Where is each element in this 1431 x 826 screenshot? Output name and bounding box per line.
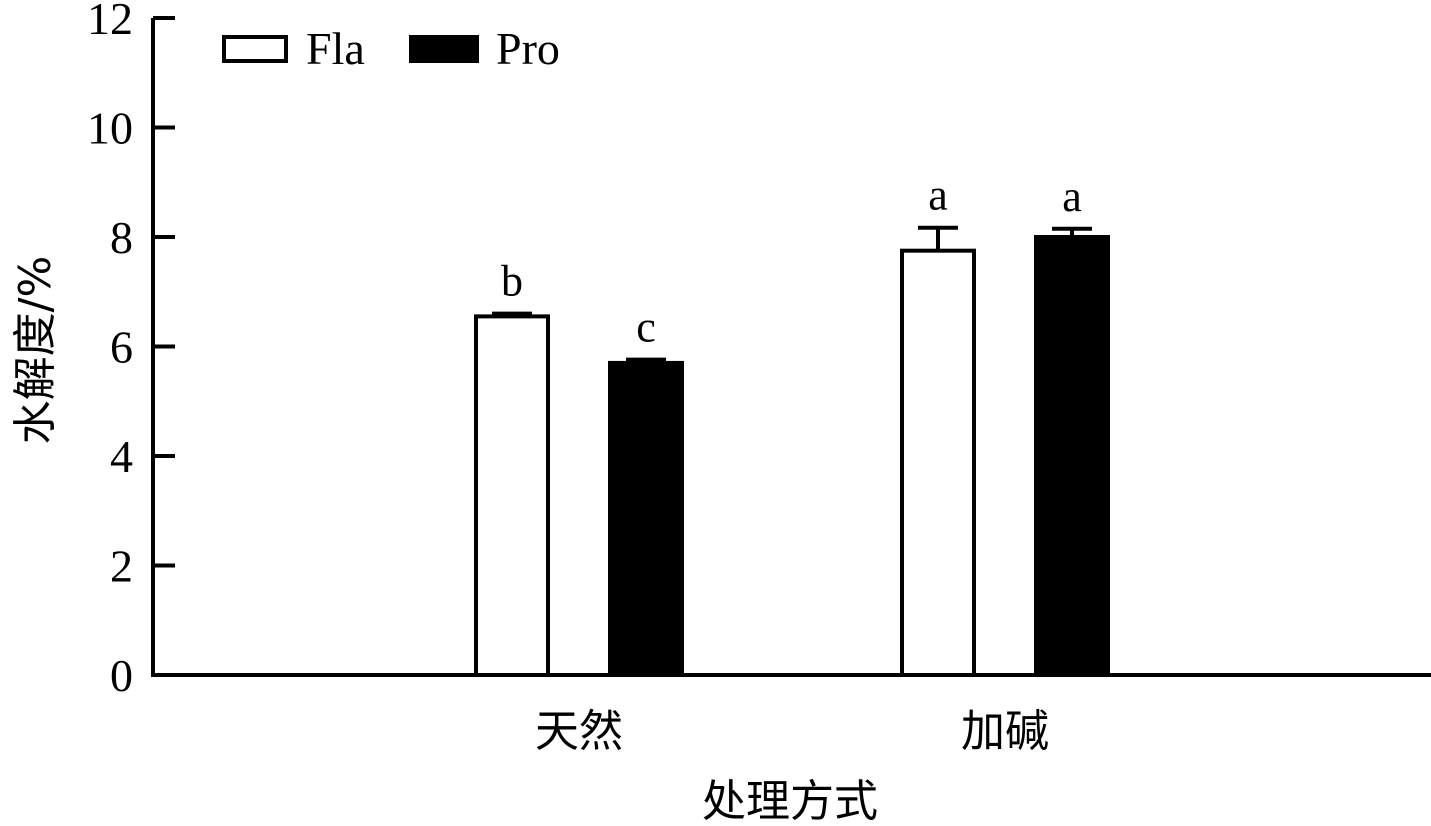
bar-fla [474, 314, 550, 677]
y-tick-label: 2 [110, 541, 133, 592]
y-tick-label: 10 [87, 103, 133, 154]
legend-label-fla: Fla [306, 23, 365, 74]
bar-fla [900, 248, 976, 677]
legend-label-pro: Pro [496, 23, 560, 74]
axes: 0 2 4 6 8 10 12 [87, 0, 1431, 701]
legend-swatch-pro [409, 35, 479, 63]
y-tick-label: 8 [110, 212, 133, 263]
y-tick-label: 4 [110, 431, 133, 482]
legend: Fla Pro [222, 23, 560, 74]
significance-label: a [1062, 172, 1082, 221]
bars: 天然 b c 加碱 a a [474, 171, 1110, 757]
significance-label: c [636, 303, 656, 352]
y-tick-label: 12 [87, 0, 133, 44]
x-tick-label: 加碱 [961, 706, 1049, 757]
bar-pro [608, 360, 684, 677]
significance-label: b [501, 257, 523, 306]
legend-swatch-fla [222, 35, 288, 63]
x-axis-title: 处理方式 [702, 776, 878, 826]
x-tick-label: 天然 [535, 706, 623, 757]
bar-pro [1034, 235, 1110, 677]
y-axis-title: 水解度/% [10, 256, 61, 445]
y-tick-label: 6 [110, 322, 133, 373]
significance-label: a [928, 171, 948, 220]
y-tick-label: 0 [110, 650, 133, 701]
